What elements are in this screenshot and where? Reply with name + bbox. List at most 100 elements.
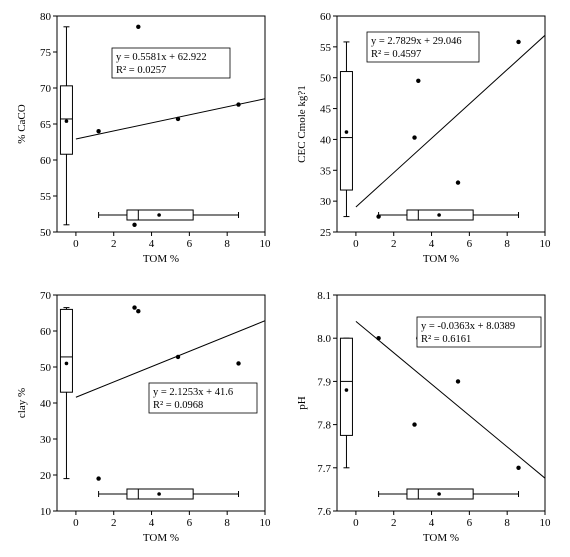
- x-tick-label: 10: [540, 517, 552, 529]
- y-boxplot-mean: [64, 119, 69, 123]
- trend-line: [75, 98, 265, 140]
- x-tick-label: 6: [467, 517, 473, 529]
- y-tick-label: 50: [40, 227, 52, 239]
- data-point: [96, 129, 101, 134]
- data-point: [236, 361, 241, 366]
- chart-panel-1: 0 2 4 6 8 10 50 55 60 65 70 75 80 TOM % % CaCO y = 0.55…: [16, 11, 271, 265]
- trend-line: [355, 321, 545, 479]
- y-tick-label: 80: [40, 11, 52, 23]
- y-tick-label: 45: [320, 104, 332, 116]
- y-tick-label: 40: [40, 398, 52, 410]
- y-tick-label: 50: [320, 73, 332, 85]
- x-tick-label: 0: [73, 517, 79, 529]
- x-tick-label: 4: [429, 238, 435, 250]
- x-axis-label: TOM %: [143, 253, 179, 265]
- x-axis-label: TOM %: [423, 253, 459, 265]
- x-tick-label: 6: [187, 238, 193, 250]
- y-boxplot-mean: [344, 388, 349, 392]
- x-tick-label: 6: [187, 517, 193, 529]
- y-tick-label: 7.7: [317, 463, 331, 475]
- y-axis-label: clay %: [16, 388, 28, 418]
- chart-panel-2: 0 2 4 6 8 10 25 30 35 40 45 50 55 60 TOM % CEC Cmole kg…: [296, 11, 551, 265]
- y-tick-label: 8.1: [317, 290, 331, 302]
- plot-frame: [336, 294, 546, 512]
- data-point: [412, 135, 417, 140]
- equation-box: [148, 382, 258, 414]
- plot-frame: [336, 15, 546, 233]
- data-point: [175, 116, 181, 122]
- trend-equation: y = -0.0363x + 8.0389: [421, 321, 515, 332]
- data-point: [132, 305, 137, 310]
- data-point: [516, 465, 521, 470]
- trend-equation: y = 2.1253x + 41.6: [153, 387, 233, 398]
- trend-line: [75, 320, 265, 398]
- x-tick-label: 8: [504, 517, 510, 529]
- x-tick-label: 2: [111, 517, 117, 529]
- y-tick-label: 55: [40, 191, 52, 203]
- trend-equation: y = 0.5581x + 62.922: [116, 52, 207, 63]
- x-boxplot-mean: [437, 213, 441, 217]
- y-tick-label: 60: [320, 11, 332, 23]
- x-boxplot-mean: [157, 492, 161, 496]
- data-point: [416, 78, 421, 84]
- data-point: [412, 422, 417, 427]
- data-point: [136, 309, 141, 314]
- y-boxplot-box: [339, 337, 353, 436]
- x-axis-label: TOM %: [143, 532, 179, 544]
- trend-line: [355, 34, 545, 208]
- y-tick-label: 60: [40, 326, 52, 338]
- x-tick-label: 8: [224, 238, 230, 250]
- data-point: [455, 180, 461, 185]
- equation-box: [111, 47, 231, 79]
- y-tick-label: 55: [320, 42, 332, 54]
- x-tick-label: 2: [391, 517, 397, 529]
- y-boxplot-mean: [344, 130, 349, 134]
- y-tick-label: 8.0: [317, 333, 331, 345]
- x-tick-label: 4: [149, 517, 155, 529]
- y-tick-label: 30: [320, 196, 332, 208]
- x-tick-label: 10: [260, 238, 272, 250]
- y-tick-label: 75: [40, 47, 52, 59]
- data-point: [236, 102, 241, 107]
- y-tick-label: 65: [40, 119, 52, 131]
- x-tick-label: 10: [540, 238, 552, 250]
- y-tick-label: 7.8: [317, 420, 331, 432]
- y-boxplot-mean: [64, 361, 69, 366]
- x-tick-label: 2: [111, 238, 117, 250]
- y-boxplot-box: [59, 308, 73, 393]
- x-tick-label: 0: [353, 517, 359, 529]
- y-tick-label: 25: [320, 227, 332, 239]
- data-point: [132, 222, 137, 227]
- y-axis-label: % CaCO: [16, 104, 28, 143]
- r-squared: R² = 0.0968: [153, 400, 203, 411]
- x-tick-label: 2: [391, 238, 397, 250]
- data-point: [376, 336, 381, 341]
- r-squared: R² = 0.6161: [421, 334, 471, 345]
- x-tick-label: 8: [504, 238, 510, 250]
- y-tick-label: 50: [40, 362, 52, 374]
- data-point: [455, 379, 461, 384]
- x-tick-label: 6: [467, 238, 473, 250]
- y-tick-label: 7.6: [317, 506, 331, 518]
- x-tick-label: 8: [224, 517, 230, 529]
- equation-box: [366, 31, 480, 63]
- y-tick-label: 20: [40, 470, 52, 482]
- y-tick-label: 7.9: [317, 376, 331, 388]
- data-point: [376, 214, 381, 219]
- x-tick-label: 10: [260, 517, 272, 529]
- x-tick-label: 0: [353, 238, 359, 250]
- y-tick-label: 70: [40, 290, 52, 302]
- r-squared: R² = 0.0257: [116, 65, 166, 76]
- chart-panel-4: 0 2 4 6 8 10 7.6 7.7 7.8 7.9 8.0 8.1 TOM % pH y = -0.0…: [296, 290, 551, 544]
- data-point: [516, 39, 521, 45]
- y-tick-label: 10: [40, 506, 52, 518]
- y-tick-label: 35: [320, 165, 332, 177]
- data-point: [96, 476, 101, 481]
- y-tick-label: 40: [320, 134, 332, 146]
- x-axis-label: TOM %: [423, 532, 459, 544]
- data-point: [136, 24, 141, 29]
- y-axis-label: CEC Cmole kg?1: [296, 85, 308, 163]
- x-tick-label: 0: [73, 238, 79, 250]
- chart-panel-3: 0 2 4 6 8 10 10 20 30 40 50 60 70 TOM % clay % y = 2.12…: [16, 290, 271, 544]
